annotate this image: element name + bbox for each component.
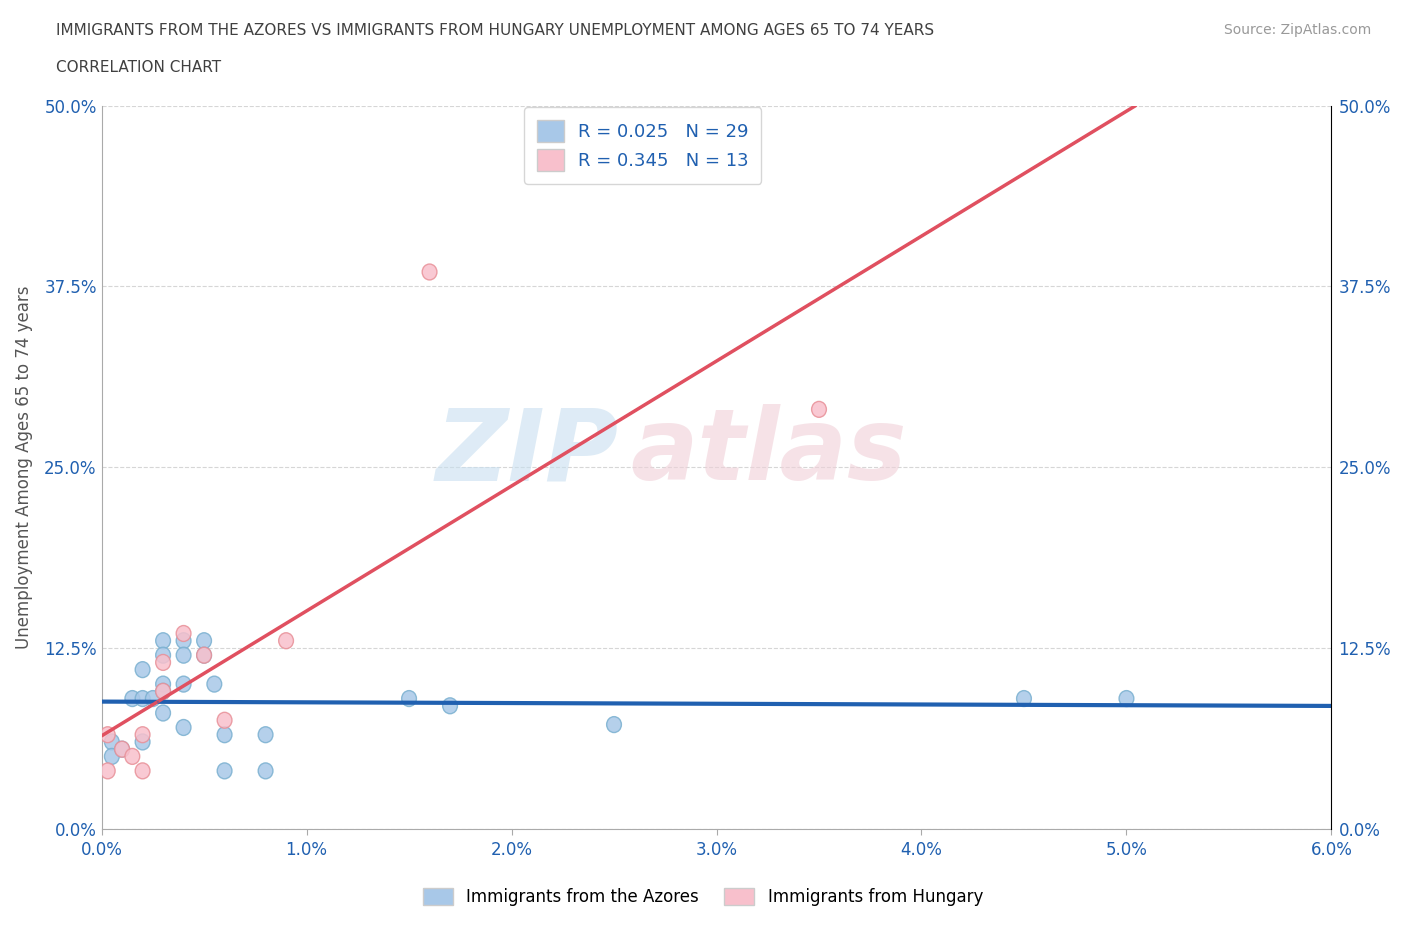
Ellipse shape [176,647,191,663]
Ellipse shape [115,741,129,757]
Ellipse shape [135,661,150,678]
Text: Source: ZipAtlas.com: Source: ZipAtlas.com [1223,23,1371,37]
Ellipse shape [197,647,211,663]
Ellipse shape [176,632,191,648]
Ellipse shape [156,684,170,699]
Text: IMMIGRANTS FROM THE AZORES VS IMMIGRANTS FROM HUNGARY UNEMPLOYMENT AMONG AGES 65: IMMIGRANTS FROM THE AZORES VS IMMIGRANTS… [56,23,935,38]
Ellipse shape [207,676,222,692]
Ellipse shape [104,749,120,764]
Ellipse shape [100,726,115,743]
Ellipse shape [156,676,170,692]
Ellipse shape [811,402,827,418]
Ellipse shape [156,705,170,721]
Ellipse shape [115,741,129,757]
Ellipse shape [135,726,150,743]
Ellipse shape [135,763,150,778]
Ellipse shape [145,691,160,707]
Ellipse shape [197,632,211,648]
Ellipse shape [176,676,191,692]
Ellipse shape [125,691,139,707]
Ellipse shape [1119,691,1133,707]
Text: atlas: atlas [630,405,907,501]
Ellipse shape [259,726,273,743]
Ellipse shape [443,698,457,713]
Text: ZIP: ZIP [434,405,619,501]
Ellipse shape [176,626,191,642]
Text: CORRELATION CHART: CORRELATION CHART [56,60,221,75]
Ellipse shape [156,647,170,663]
Ellipse shape [1017,691,1032,707]
Y-axis label: Unemployment Among Ages 65 to 74 years: Unemployment Among Ages 65 to 74 years [15,286,32,649]
Legend: R = 0.025   N = 29, R = 0.345   N = 13: R = 0.025 N = 29, R = 0.345 N = 13 [524,108,762,184]
Ellipse shape [197,647,211,663]
Ellipse shape [125,749,139,764]
Ellipse shape [156,632,170,648]
Ellipse shape [135,734,150,750]
Ellipse shape [156,655,170,671]
Ellipse shape [259,763,273,778]
Ellipse shape [104,734,120,750]
Ellipse shape [217,763,232,778]
Ellipse shape [402,691,416,707]
Ellipse shape [217,712,232,728]
Ellipse shape [278,632,294,648]
Ellipse shape [176,720,191,736]
Legend: Immigrants from the Azores, Immigrants from Hungary: Immigrants from the Azores, Immigrants f… [416,881,990,912]
Ellipse shape [422,264,437,280]
Ellipse shape [100,763,115,778]
Ellipse shape [217,726,232,743]
Ellipse shape [135,691,150,707]
Ellipse shape [156,684,170,699]
Ellipse shape [606,717,621,733]
